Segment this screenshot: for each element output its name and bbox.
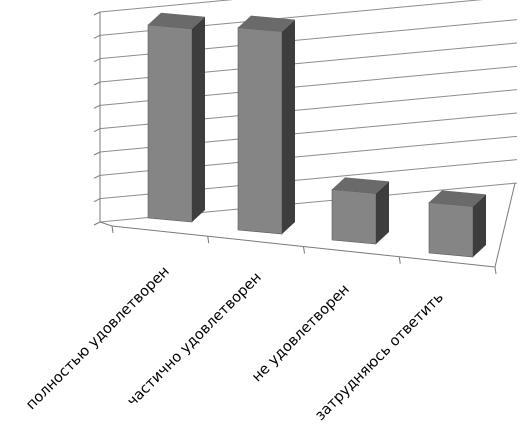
bar-top-face (429, 190, 486, 207)
bars (147, 12, 486, 258)
y-tick (93, 104, 101, 109)
y-tick (93, 11, 101, 16)
bar-front-face (428, 202, 474, 258)
bar-side-face (376, 181, 389, 244)
bar-side-face (282, 19, 295, 234)
y-tick (93, 81, 101, 86)
x-tick (398, 256, 401, 264)
bar-top-face (238, 15, 295, 32)
y-tick (93, 174, 101, 179)
y-tick (93, 34, 101, 39)
bar-top-face (332, 177, 389, 194)
bar-side-face (192, 16, 205, 222)
bar-front-face (237, 27, 283, 235)
bar (428, 190, 486, 258)
bar (147, 12, 205, 223)
y-tick (93, 128, 101, 133)
x-tick (111, 225, 114, 234)
y-tick (93, 221, 101, 226)
gridline (99, 0, 234, 13)
bar-front-face (331, 189, 377, 245)
y-tick (93, 151, 101, 156)
bar-side-face (473, 194, 486, 257)
x-tick (494, 266, 497, 275)
bar (331, 177, 389, 245)
floor-right-edge (494, 183, 516, 268)
bar (237, 15, 295, 235)
floor-left-edge (99, 221, 113, 227)
y-tick (93, 58, 101, 63)
bar-front-face (147, 24, 193, 223)
x-tick (303, 246, 305, 254)
y-tick (93, 198, 101, 203)
x-tick-label: не удовлетворен (249, 282, 353, 386)
axes (93, 11, 516, 275)
bar-top-face (148, 12, 205, 29)
x-tick (207, 236, 210, 244)
